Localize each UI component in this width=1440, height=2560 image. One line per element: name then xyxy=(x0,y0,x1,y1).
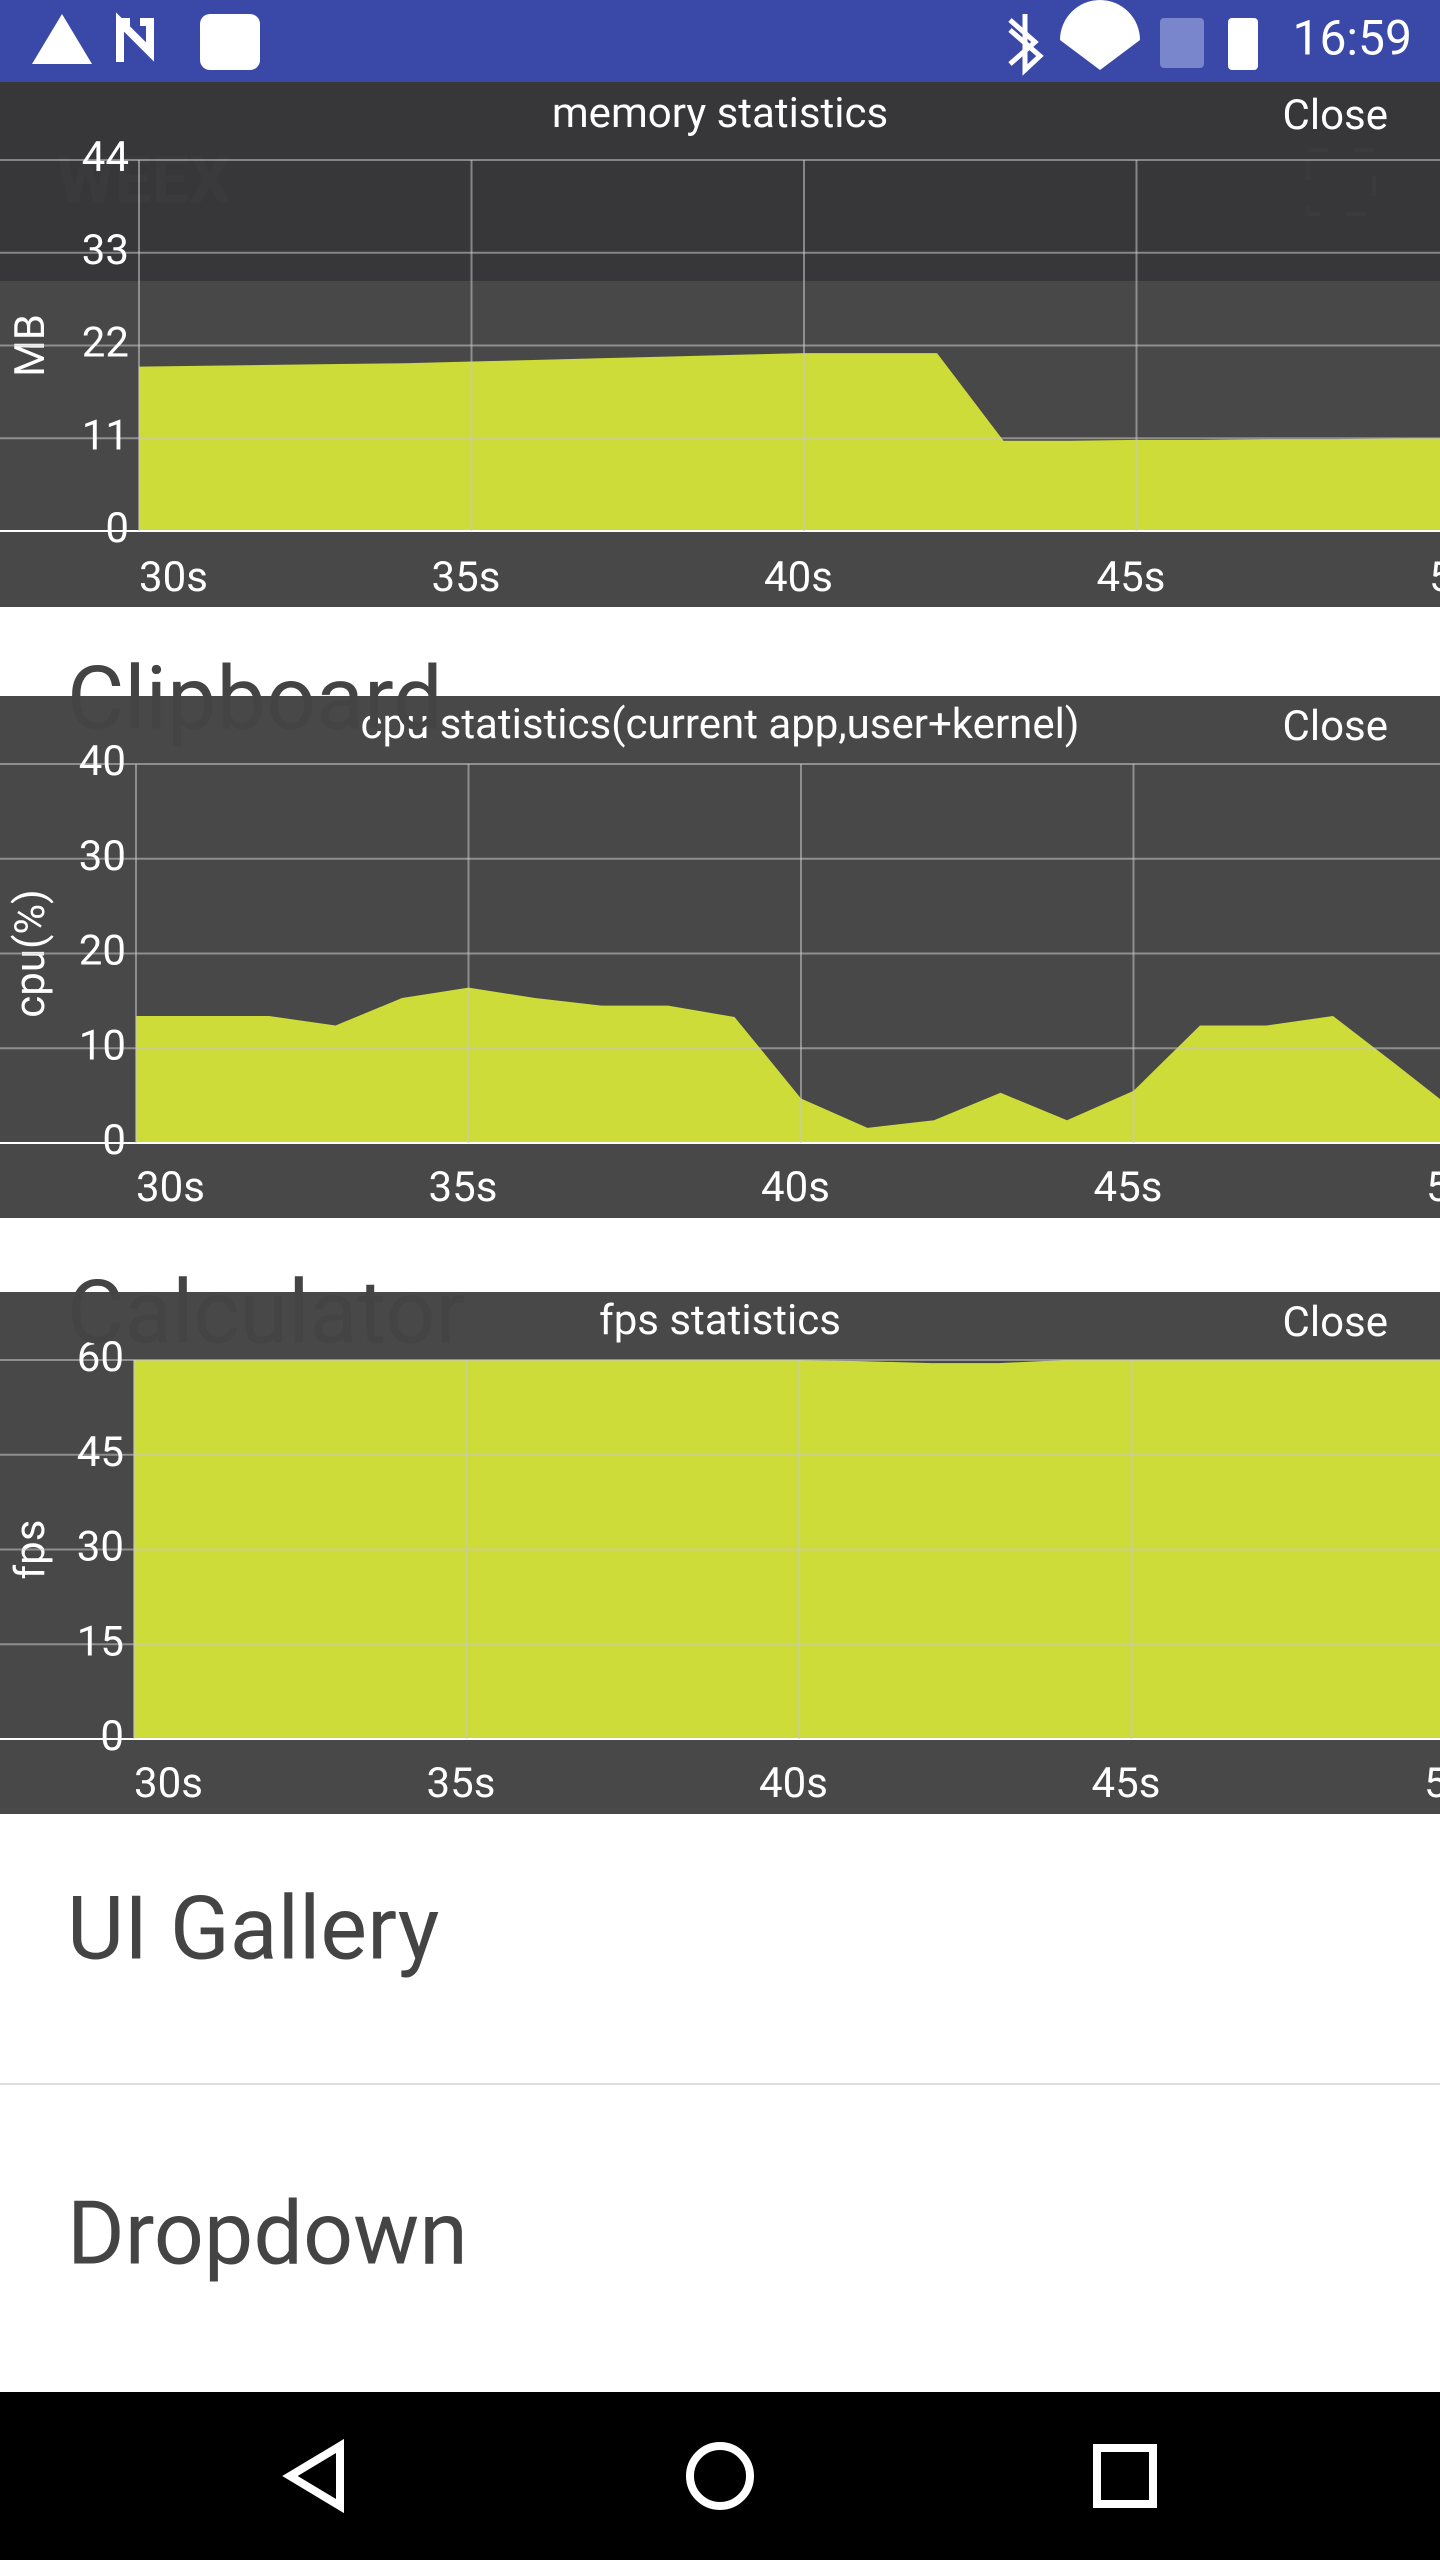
area xyxy=(136,987,1440,1143)
y-tick-label: 20 xyxy=(79,927,126,976)
x-tick-label: 45s xyxy=(1097,553,1166,602)
list-item[interactable]: Clipboard xyxy=(67,647,443,750)
x-tick-label: 30s xyxy=(134,1759,203,1808)
area xyxy=(139,353,1440,531)
x-tick-label: 50s xyxy=(1426,1163,1440,1212)
close-button[interactable]: Close xyxy=(1283,1298,1388,1347)
x-tick-label: 35s xyxy=(427,1759,496,1808)
x-tick-label: 50s xyxy=(1429,553,1440,602)
chart-title: cpu statistics(current app,user+kernel) xyxy=(361,700,1080,749)
recents-button[interactable] xyxy=(1093,2444,1157,2508)
y-tick-label: 15 xyxy=(77,1617,124,1666)
list-item[interactable]: Dropdown xyxy=(67,2182,468,2285)
y-tick-label: 0 xyxy=(105,504,129,553)
chart-title: memory statistics xyxy=(552,89,888,138)
y-tick-label: 0 xyxy=(100,1712,124,1761)
x-tick-label: 40s xyxy=(764,553,833,602)
x-tick-label: 35s xyxy=(432,553,501,602)
warning-icon xyxy=(32,14,92,64)
y-tick-label: 40 xyxy=(79,737,126,786)
wifi-icon xyxy=(1060,0,1140,70)
x-tick-label: 30s xyxy=(136,1163,205,1212)
y-tick-label: 11 xyxy=(82,411,129,460)
y-tick-label: 30 xyxy=(77,1523,124,1572)
y-tick-label: 0 xyxy=(102,1116,126,1165)
y-tick-label: 45 xyxy=(77,1428,124,1477)
x-tick-label: 30s xyxy=(139,553,208,602)
list-item[interactable]: Calculator xyxy=(67,1261,465,1364)
home-button[interactable] xyxy=(686,2442,754,2510)
bluetooth-icon xyxy=(1008,14,1044,76)
app-icon xyxy=(200,14,260,70)
close-button[interactable]: Close xyxy=(1283,91,1388,140)
back-button[interactable] xyxy=(282,2438,344,2514)
list-item[interactable]: UI Gallery xyxy=(67,1877,439,1980)
x-tick-label: 50s xyxy=(1424,1759,1440,1808)
x-tick-label: 35s xyxy=(429,1163,498,1212)
n-icon xyxy=(116,12,154,62)
status-icons xyxy=(32,0,1258,76)
y-tick-label: 10 xyxy=(79,1021,126,1070)
y-tick-label: 22 xyxy=(82,319,129,368)
y-tick-label: 44 xyxy=(82,133,129,182)
battery-icon xyxy=(1228,18,1258,70)
clock: 16:59 xyxy=(1292,10,1412,67)
y-tick-label: 30 xyxy=(79,832,126,881)
y-tick-label: 33 xyxy=(82,226,129,275)
nav-bar xyxy=(0,2392,1440,2560)
x-tick-label: 45s xyxy=(1092,1759,1161,1808)
x-tick-label: 45s xyxy=(1094,1163,1163,1212)
chart-title: fps statistics xyxy=(599,1296,841,1345)
x-tick-label: 40s xyxy=(761,1163,830,1212)
close-button[interactable]: Close xyxy=(1283,702,1388,751)
x-tick-label: 40s xyxy=(759,1759,828,1808)
y-tick-label: 60 xyxy=(77,1333,124,1382)
signal-icon xyxy=(1160,18,1204,68)
